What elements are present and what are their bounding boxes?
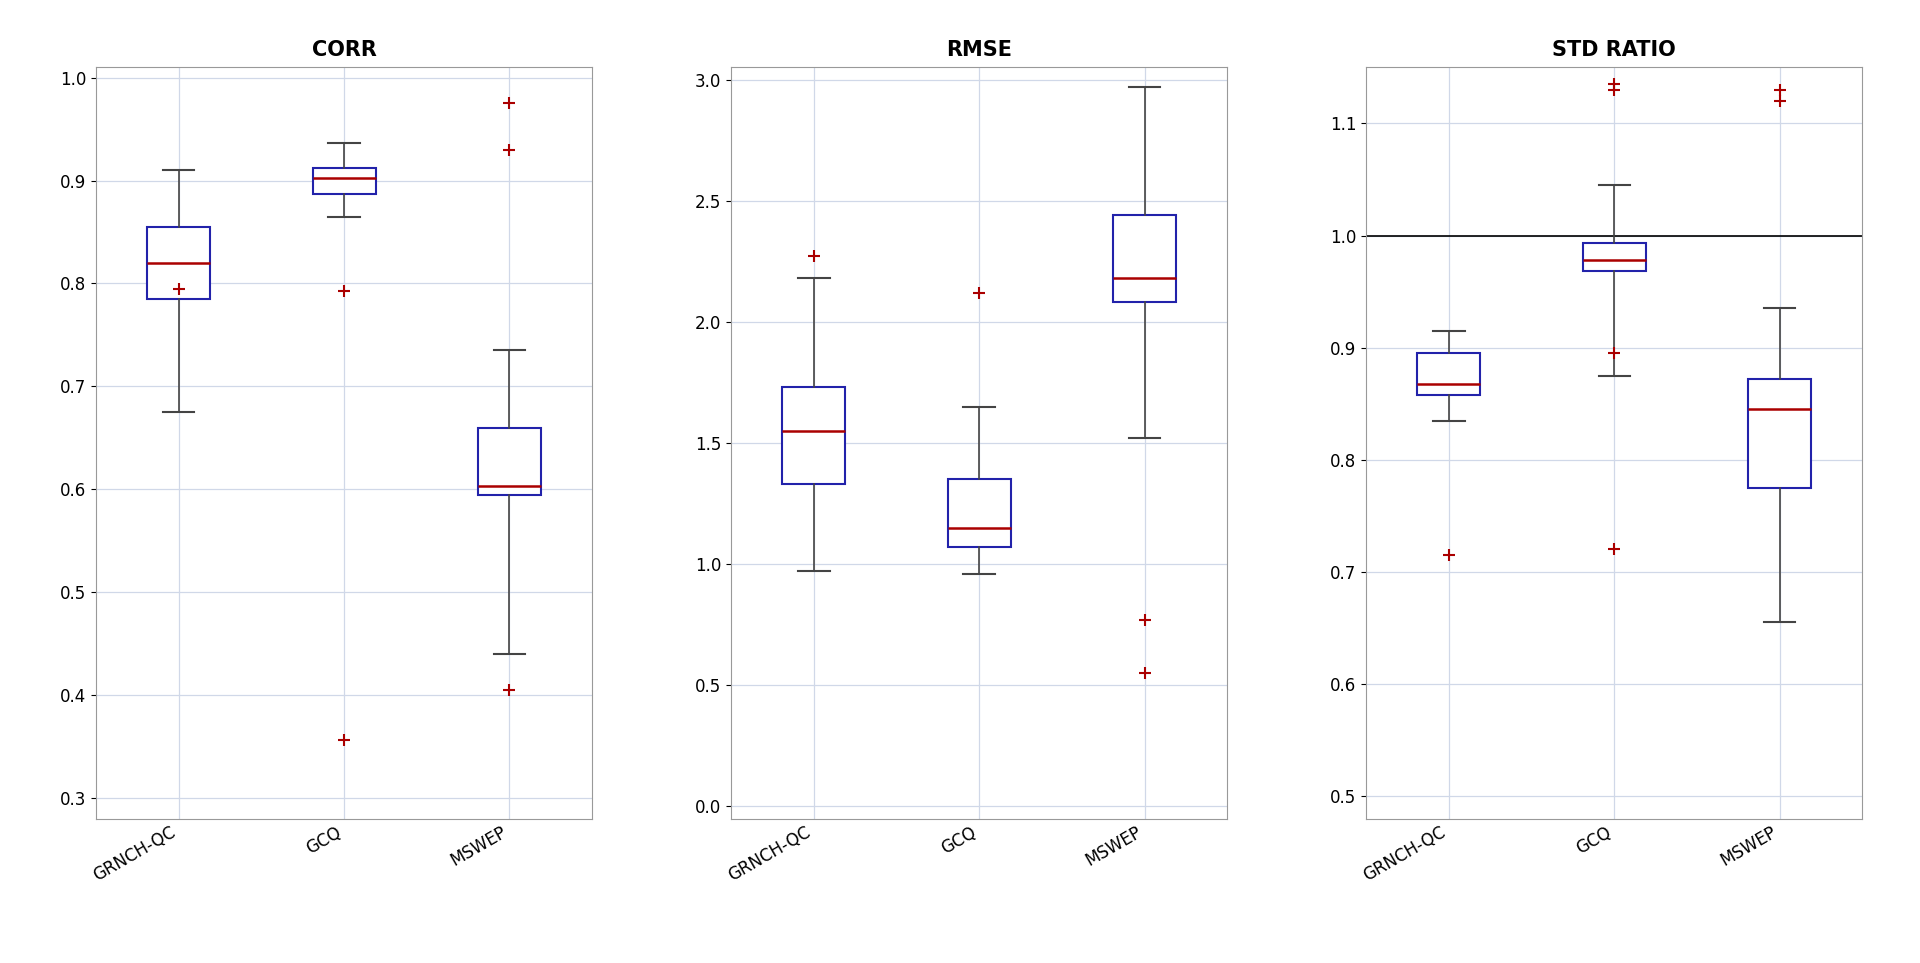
PathPatch shape <box>1417 353 1480 395</box>
Title: RMSE: RMSE <box>947 40 1012 61</box>
PathPatch shape <box>1114 215 1177 302</box>
PathPatch shape <box>781 387 845 484</box>
Title: CORR: CORR <box>311 40 376 61</box>
PathPatch shape <box>1749 379 1811 488</box>
PathPatch shape <box>313 169 376 194</box>
PathPatch shape <box>148 227 209 299</box>
PathPatch shape <box>1582 244 1645 272</box>
PathPatch shape <box>478 428 541 495</box>
PathPatch shape <box>948 480 1010 547</box>
Title: STD RATIO: STD RATIO <box>1553 40 1676 61</box>
